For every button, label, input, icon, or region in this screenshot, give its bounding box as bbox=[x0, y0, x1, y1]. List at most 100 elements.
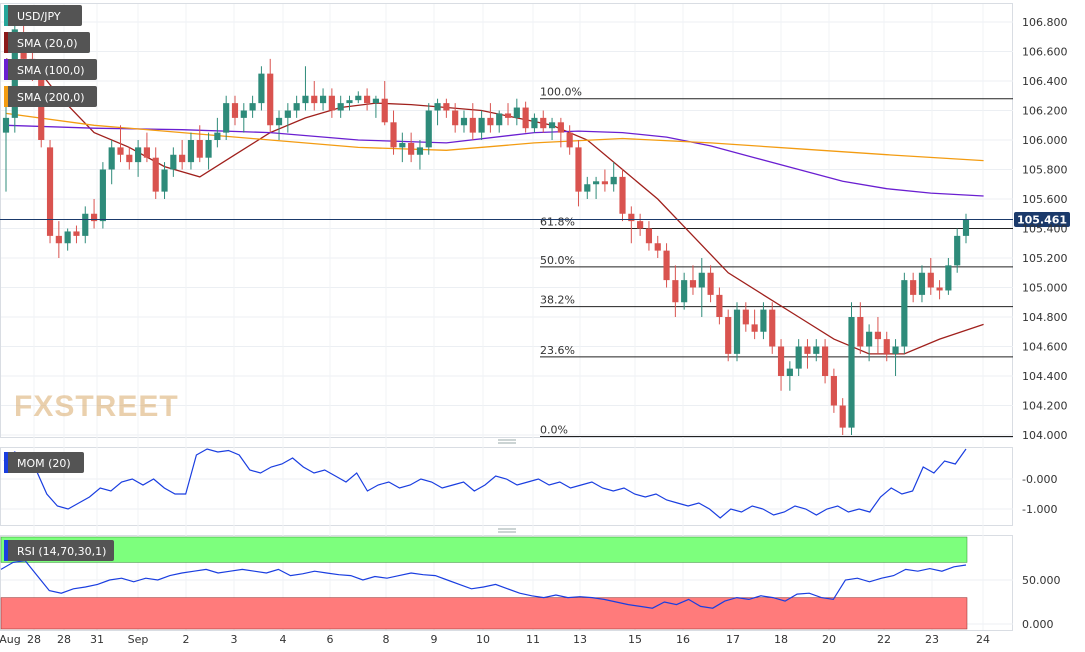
legend-badge bbox=[4, 59, 97, 80]
x-tick-label: 24 bbox=[976, 633, 990, 646]
candle-body bbox=[452, 110, 459, 126]
candle-body bbox=[822, 346, 829, 376]
last-price-value: 105.461 bbox=[1017, 214, 1067, 227]
y-tick-label: 104.000 bbox=[1022, 429, 1068, 442]
legend-badge bbox=[4, 32, 90, 53]
panel-divider-handle[interactable] bbox=[498, 439, 516, 444]
candle-body bbox=[610, 176, 617, 185]
candle-body bbox=[557, 122, 564, 133]
sma-line-2 bbox=[5, 124, 984, 197]
candle-body bbox=[187, 140, 195, 163]
candle-body bbox=[504, 113, 512, 118]
y-tick-label: -1.000 bbox=[1022, 503, 1057, 516]
candle-body bbox=[372, 98, 379, 104]
candle-body bbox=[883, 339, 890, 354]
x-tick-label: 31 bbox=[90, 633, 104, 646]
candle-body bbox=[82, 213, 89, 236]
candle-body bbox=[566, 132, 573, 148]
candle-body bbox=[267, 73, 274, 126]
y-tick-label: 50.000 bbox=[1022, 574, 1061, 587]
rsi-legend: RSI (14,70,30,1) bbox=[4, 540, 114, 561]
sma-line-3 bbox=[5, 112, 984, 162]
candle-body bbox=[725, 317, 732, 354]
candle-body bbox=[64, 231, 71, 244]
candle-body bbox=[231, 103, 239, 118]
y-axis-labels: 106.800 106.600 106.400 106.200 106.000 105.8… bbox=[1022, 16, 1068, 631]
x-tick-label: 15 bbox=[628, 633, 642, 646]
x-tick-label: 2 bbox=[183, 633, 190, 646]
x-tick-label: 9 bbox=[431, 633, 438, 646]
candle-body bbox=[143, 147, 150, 158]
candle-body bbox=[601, 181, 608, 185]
rsi-series-line bbox=[0, 559, 967, 609]
candle-body bbox=[469, 117, 476, 133]
y-tick-label: 105.000 bbox=[1022, 282, 1068, 295]
candle-body bbox=[769, 309, 776, 347]
y-tick-label: 105.800 bbox=[1022, 164, 1068, 177]
y-tick-label: 106.800 bbox=[1022, 16, 1068, 29]
x-tick-label: 3 bbox=[231, 633, 238, 646]
x-tick-label: 22 bbox=[877, 633, 891, 646]
candle-body bbox=[284, 110, 291, 118]
candle-body bbox=[751, 324, 758, 332]
candle-body bbox=[496, 113, 503, 126]
candle-body bbox=[901, 280, 908, 347]
fib-label: 100.0% bbox=[540, 86, 582, 99]
x-tick-label: 13 bbox=[573, 633, 587, 646]
candle-body bbox=[152, 157, 159, 192]
candle-body bbox=[698, 272, 705, 288]
candle-body bbox=[637, 221, 644, 229]
candle-body bbox=[628, 213, 635, 222]
candle-body bbox=[786, 368, 793, 376]
candle-body bbox=[857, 317, 864, 347]
candle-body bbox=[399, 142, 406, 148]
candle-body bbox=[55, 235, 62, 244]
x-tick-label: 28 bbox=[27, 633, 41, 646]
candle-body bbox=[672, 280, 679, 303]
legend-swatch bbox=[4, 59, 8, 80]
candle-body bbox=[742, 309, 749, 325]
legend-swatch bbox=[4, 5, 8, 26]
candle-body bbox=[760, 309, 767, 332]
candle-body bbox=[126, 154, 133, 163]
candle-body bbox=[839, 405, 846, 428]
candle-body bbox=[117, 147, 124, 155]
x-tick-label: 18 bbox=[774, 633, 788, 646]
candle-body bbox=[90, 213, 98, 222]
candle-body bbox=[918, 272, 926, 295]
y-tick-label: 105.400 bbox=[1022, 223, 1068, 236]
candle-body bbox=[866, 331, 873, 347]
x-tick-label: 8 bbox=[383, 633, 390, 646]
candle-body bbox=[364, 95, 371, 104]
y-tick-label: 104.400 bbox=[1022, 370, 1068, 383]
x-tick-label: 11 bbox=[526, 633, 540, 646]
candle-body bbox=[804, 346, 811, 354]
candle-body bbox=[954, 235, 961, 266]
main-gridlines bbox=[1, 21, 1013, 436]
candle-body bbox=[337, 103, 344, 111]
candle-body bbox=[249, 103, 256, 111]
y-tick-label: 106.600 bbox=[1022, 46, 1068, 59]
candle-body bbox=[962, 219, 970, 236]
candle-body bbox=[733, 309, 741, 354]
panel-divider-handle[interactable] bbox=[498, 528, 516, 533]
x-axis-labels: Aug 28 28 31 Sep 2 3 4 6 8 9 10 11 13 15 16 17 18 20 22 23 24 bbox=[0, 633, 990, 646]
y-tick-label: 0.000 bbox=[1022, 618, 1054, 631]
rsi-overbought-zone bbox=[0, 536, 968, 563]
mom-series-line bbox=[3, 448, 967, 519]
mom-legend: MOM (20) bbox=[4, 452, 84, 473]
candle-body bbox=[813, 346, 820, 354]
fibonacci-levels: 100.0% 61.8% 50.0% 38.2% 23.6% 0.0% bbox=[540, 86, 1013, 437]
candle-body bbox=[716, 294, 723, 317]
candle-body bbox=[848, 317, 855, 428]
candle-body bbox=[645, 228, 653, 244]
candle-body bbox=[513, 107, 520, 118]
rsi-label: RSI (14,70,30,1) bbox=[17, 545, 106, 558]
candle-body bbox=[777, 346, 785, 376]
legend-label: USD/JPY bbox=[17, 10, 61, 23]
candle-body bbox=[443, 103, 450, 111]
main-legend: USD/JPY SMA (20,0) SMA (100,0) SMA (200,0) bbox=[4, 5, 97, 107]
candle-body bbox=[135, 147, 142, 163]
candle-body bbox=[830, 376, 837, 406]
candle-body bbox=[575, 147, 582, 192]
